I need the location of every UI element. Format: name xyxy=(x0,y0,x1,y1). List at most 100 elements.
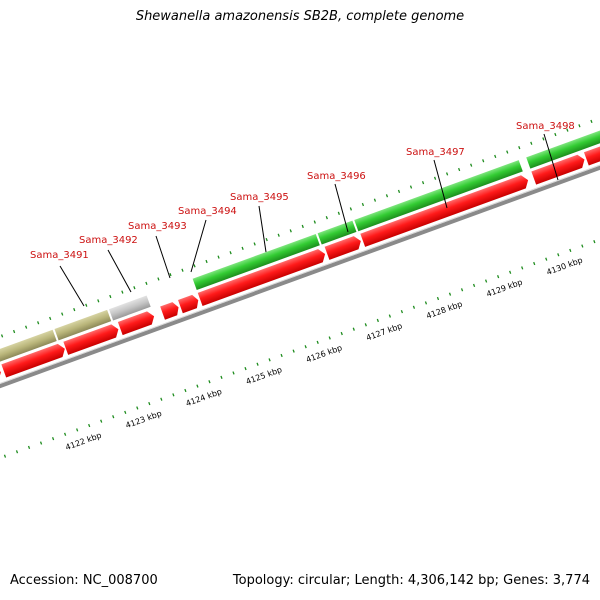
ruler-minor-tick xyxy=(220,375,223,379)
outer-minor-tick xyxy=(421,181,425,185)
cog-bar-khaki[interactable] xyxy=(0,329,57,372)
ruler-minor-tick xyxy=(581,244,584,248)
cds-arrow-sama-3494b[interactable] xyxy=(178,294,201,314)
genome-backbone xyxy=(0,150,600,395)
outer-minor-tick xyxy=(229,251,232,255)
ruler-minor-tick xyxy=(172,393,175,397)
cds-arrow-sama-3491[interactable] xyxy=(1,342,67,378)
ruler-minor-tick xyxy=(124,410,127,415)
ruler-minor-tick xyxy=(51,437,55,441)
outer-minor-tick xyxy=(482,159,485,163)
ruler-minor-tick xyxy=(509,270,512,274)
gene-label-sama-3491[interactable]: Sama_3491 xyxy=(30,250,89,261)
ruler-minor-tick xyxy=(232,371,235,375)
genome-stats-label: Topology: circular; Length: 4,306,142 bp… xyxy=(232,573,590,588)
gene-callout-lines xyxy=(59,133,559,307)
outer-minor-tick xyxy=(458,167,461,172)
kbp-label-4128: 4128 kbp xyxy=(425,299,464,320)
outer-minor-tick xyxy=(349,207,353,211)
ruler-minor-tick xyxy=(208,380,211,384)
outer-minor-tick xyxy=(145,281,148,285)
outer-minor-tick xyxy=(554,132,557,137)
ruler-minor-tick xyxy=(112,415,115,419)
outer-minor-tick xyxy=(0,334,4,338)
cds-arrow[interactable] xyxy=(583,140,600,166)
cds-arrow-sama-3492[interactable] xyxy=(63,323,120,355)
outer-minor-tick xyxy=(277,233,280,237)
ruler-minor-tick xyxy=(533,261,536,266)
ruler-minor-tick xyxy=(484,279,488,283)
outer-minor-tick xyxy=(433,176,437,180)
outer-minor-tick xyxy=(12,329,16,334)
outer-minor-tick xyxy=(445,172,449,176)
outer-minor-tick xyxy=(193,264,196,268)
cog-feature-track xyxy=(0,125,600,372)
kbp-label-4129: 4129 kbp xyxy=(485,277,524,298)
kbp-label-4124: 4124 kbp xyxy=(185,387,224,408)
ruler-minor-tick xyxy=(328,336,331,340)
ruler-minor-tick xyxy=(316,340,319,344)
outer-minor-tick xyxy=(361,202,365,207)
ruler-minor-tick xyxy=(388,314,391,318)
outer-minor-tick xyxy=(409,185,413,189)
ruler-minor-tick xyxy=(256,362,259,366)
ruler-minor-tick xyxy=(352,327,355,331)
gene-label-sama-3496[interactable]: Sama_3496 xyxy=(307,171,366,182)
cds-arrow-sama-3494a[interactable] xyxy=(160,301,181,320)
leader-line-sama-3496 xyxy=(334,183,349,233)
ruler-minor-tick xyxy=(448,292,452,296)
ruler-minor-tick xyxy=(3,454,7,458)
leader-line-sama-3493 xyxy=(155,235,171,279)
cds-arrow-sama-3493[interactable] xyxy=(117,310,157,336)
kbp-label-4130: 4130 kbp xyxy=(545,256,584,277)
gene-label-sama-3498[interactable]: Sama_3498 xyxy=(516,121,575,132)
cog-bar-grey[interactable] xyxy=(108,295,151,321)
cog-bar-khaki[interactable] xyxy=(54,309,112,341)
leader-line-sama-3491 xyxy=(59,265,85,307)
ruler-minor-tick xyxy=(557,253,560,257)
gene-labels: Sama_3491 Sama_3492 Sama_3493 Sama_3494 … xyxy=(30,121,575,261)
outer-minor-tick xyxy=(73,307,76,312)
cds-arrow-sama-3495[interactable] xyxy=(197,247,328,307)
outer-minor-tick xyxy=(61,312,64,316)
kbp-label-4125: 4125 kbp xyxy=(245,365,284,386)
ruler-minor-tick xyxy=(63,432,67,436)
cds-arrow-sama-3498[interactable] xyxy=(531,153,587,185)
kbp-label-group: 4122 kbp 4123 kbp 4124 kbp 4125 kbp 4126… xyxy=(64,256,584,452)
ruler-minor-tick xyxy=(521,266,524,270)
outer-minor-tick xyxy=(518,146,521,150)
outer-minor-tick xyxy=(542,137,545,141)
accession-label: Accession: NC_008700 xyxy=(10,573,158,588)
ruler-minor-tick xyxy=(100,419,103,423)
outer-minor-tick xyxy=(133,286,136,290)
map-title: Shewanella amazonensis SB2B, complete ge… xyxy=(135,9,465,24)
outer-minor-tick xyxy=(25,325,28,329)
cds-arrow-sama-3497[interactable] xyxy=(360,174,530,247)
gene-label-sama-3497[interactable]: Sama_3497 xyxy=(406,147,465,158)
gene-label-sama-3494[interactable]: Sama_3494 xyxy=(178,206,237,217)
cog-bar-green[interactable] xyxy=(526,125,600,169)
cog-bar-green[interactable] xyxy=(354,160,523,232)
leader-line-sama-3492 xyxy=(107,249,132,293)
ruler-minor-tick xyxy=(472,283,476,288)
outer-minor-tick xyxy=(37,321,40,325)
cog-bar-green[interactable] xyxy=(192,233,320,291)
ruler-minor-tick xyxy=(545,257,548,261)
ruler-minor-tick xyxy=(136,406,139,410)
cds-arrow-sama-3496[interactable] xyxy=(324,234,364,260)
leader-line-sama-3495 xyxy=(258,205,267,253)
gene-label-sama-3493[interactable]: Sama_3493 xyxy=(128,221,187,232)
ruler-minor-tick xyxy=(27,445,31,450)
kbp-label-4127: 4127 kbp xyxy=(365,321,404,342)
ruler-minor-tick xyxy=(364,323,367,327)
ruler-minor-tick xyxy=(280,353,283,358)
outer-tick-ring xyxy=(0,119,593,338)
ruler-minor-tick xyxy=(268,358,271,362)
leader-line-sama-3494 xyxy=(190,219,207,273)
gene-label-sama-3495[interactable]: Sama_3495 xyxy=(230,192,289,203)
ruler-minor-tick xyxy=(148,401,151,406)
gene-label-sama-3492[interactable]: Sama_3492 xyxy=(79,235,138,246)
outer-minor-tick xyxy=(506,150,509,154)
ruler-minor-tick xyxy=(460,288,464,292)
